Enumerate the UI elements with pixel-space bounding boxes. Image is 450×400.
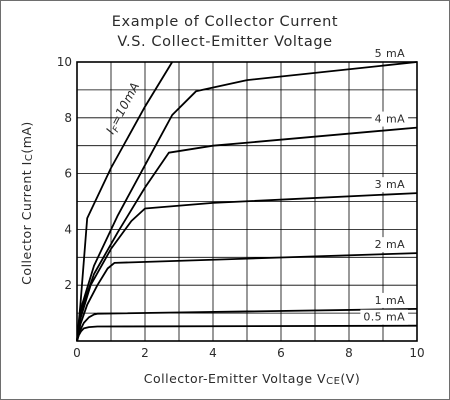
curves [76,61,418,342]
series-line [76,61,418,342]
y-tick-label: 4 [64,222,72,236]
series-line [76,192,418,342]
curve-labels: 0.5 mA 1 mA 2 mA 3 mA 4 mA 5 mA [360,46,409,325]
x-tick-label: 0 [73,346,81,360]
y-tick-label: 8 [64,111,72,125]
series-label-background [360,309,409,325]
chart-title-line-1: Example of Collector Current [112,14,338,30]
y-tick-label: 6 [64,167,72,181]
x-tick-label: 6 [277,346,285,360]
series-label-background [371,237,409,253]
x-axis-label-main: Collector-Emitter Voltage V [144,371,326,386]
x-axis-label-tail: (V) [340,371,360,386]
y-axis-label-tail: (mA) [19,121,34,153]
chart-title-line-2: V.S. Collect-Emitter Voltage [117,34,332,50]
series-label-background [371,111,409,127]
tick-labels: 0 2 4 6 8 10 2 4 6 8 10 [57,55,425,360]
limit-line-label: IF=10mA [103,80,145,138]
plot-border [76,61,418,342]
y-axis-label-main: Collector Current I [19,161,34,285]
limit-label-main: I [103,126,117,136]
x-axis-label: Collector-Emitter Voltage VCE(V) [144,371,360,387]
series-label: 5 mA [375,47,405,60]
x-axis-label-sub: CE [326,376,340,387]
x-tick-label: 8 [345,346,353,360]
y-tick-label: 10 [57,55,72,69]
x-tick-label: 4 [209,346,217,360]
y-axis-label: Collector Current IC(mA) [19,121,35,285]
x-tick-label: 2 [141,346,149,360]
x-tick-label: 10 [409,346,424,360]
series-label-background [371,292,409,308]
series-line [76,126,418,342]
limit-label-sub: F [111,124,123,134]
series-label: 1 mA [375,294,405,307]
limit-line [76,61,173,342]
series-label-background [371,46,409,61]
series-label: 0.5 mA [363,311,405,324]
series-label-background [371,177,409,193]
y-tick-label: 2 [64,278,72,292]
series-label: 4 mA [375,113,405,126]
series-label: 2 mA [375,238,405,251]
series-label: 3 mA [375,178,405,191]
y-axis-label-sub: C [24,154,35,161]
